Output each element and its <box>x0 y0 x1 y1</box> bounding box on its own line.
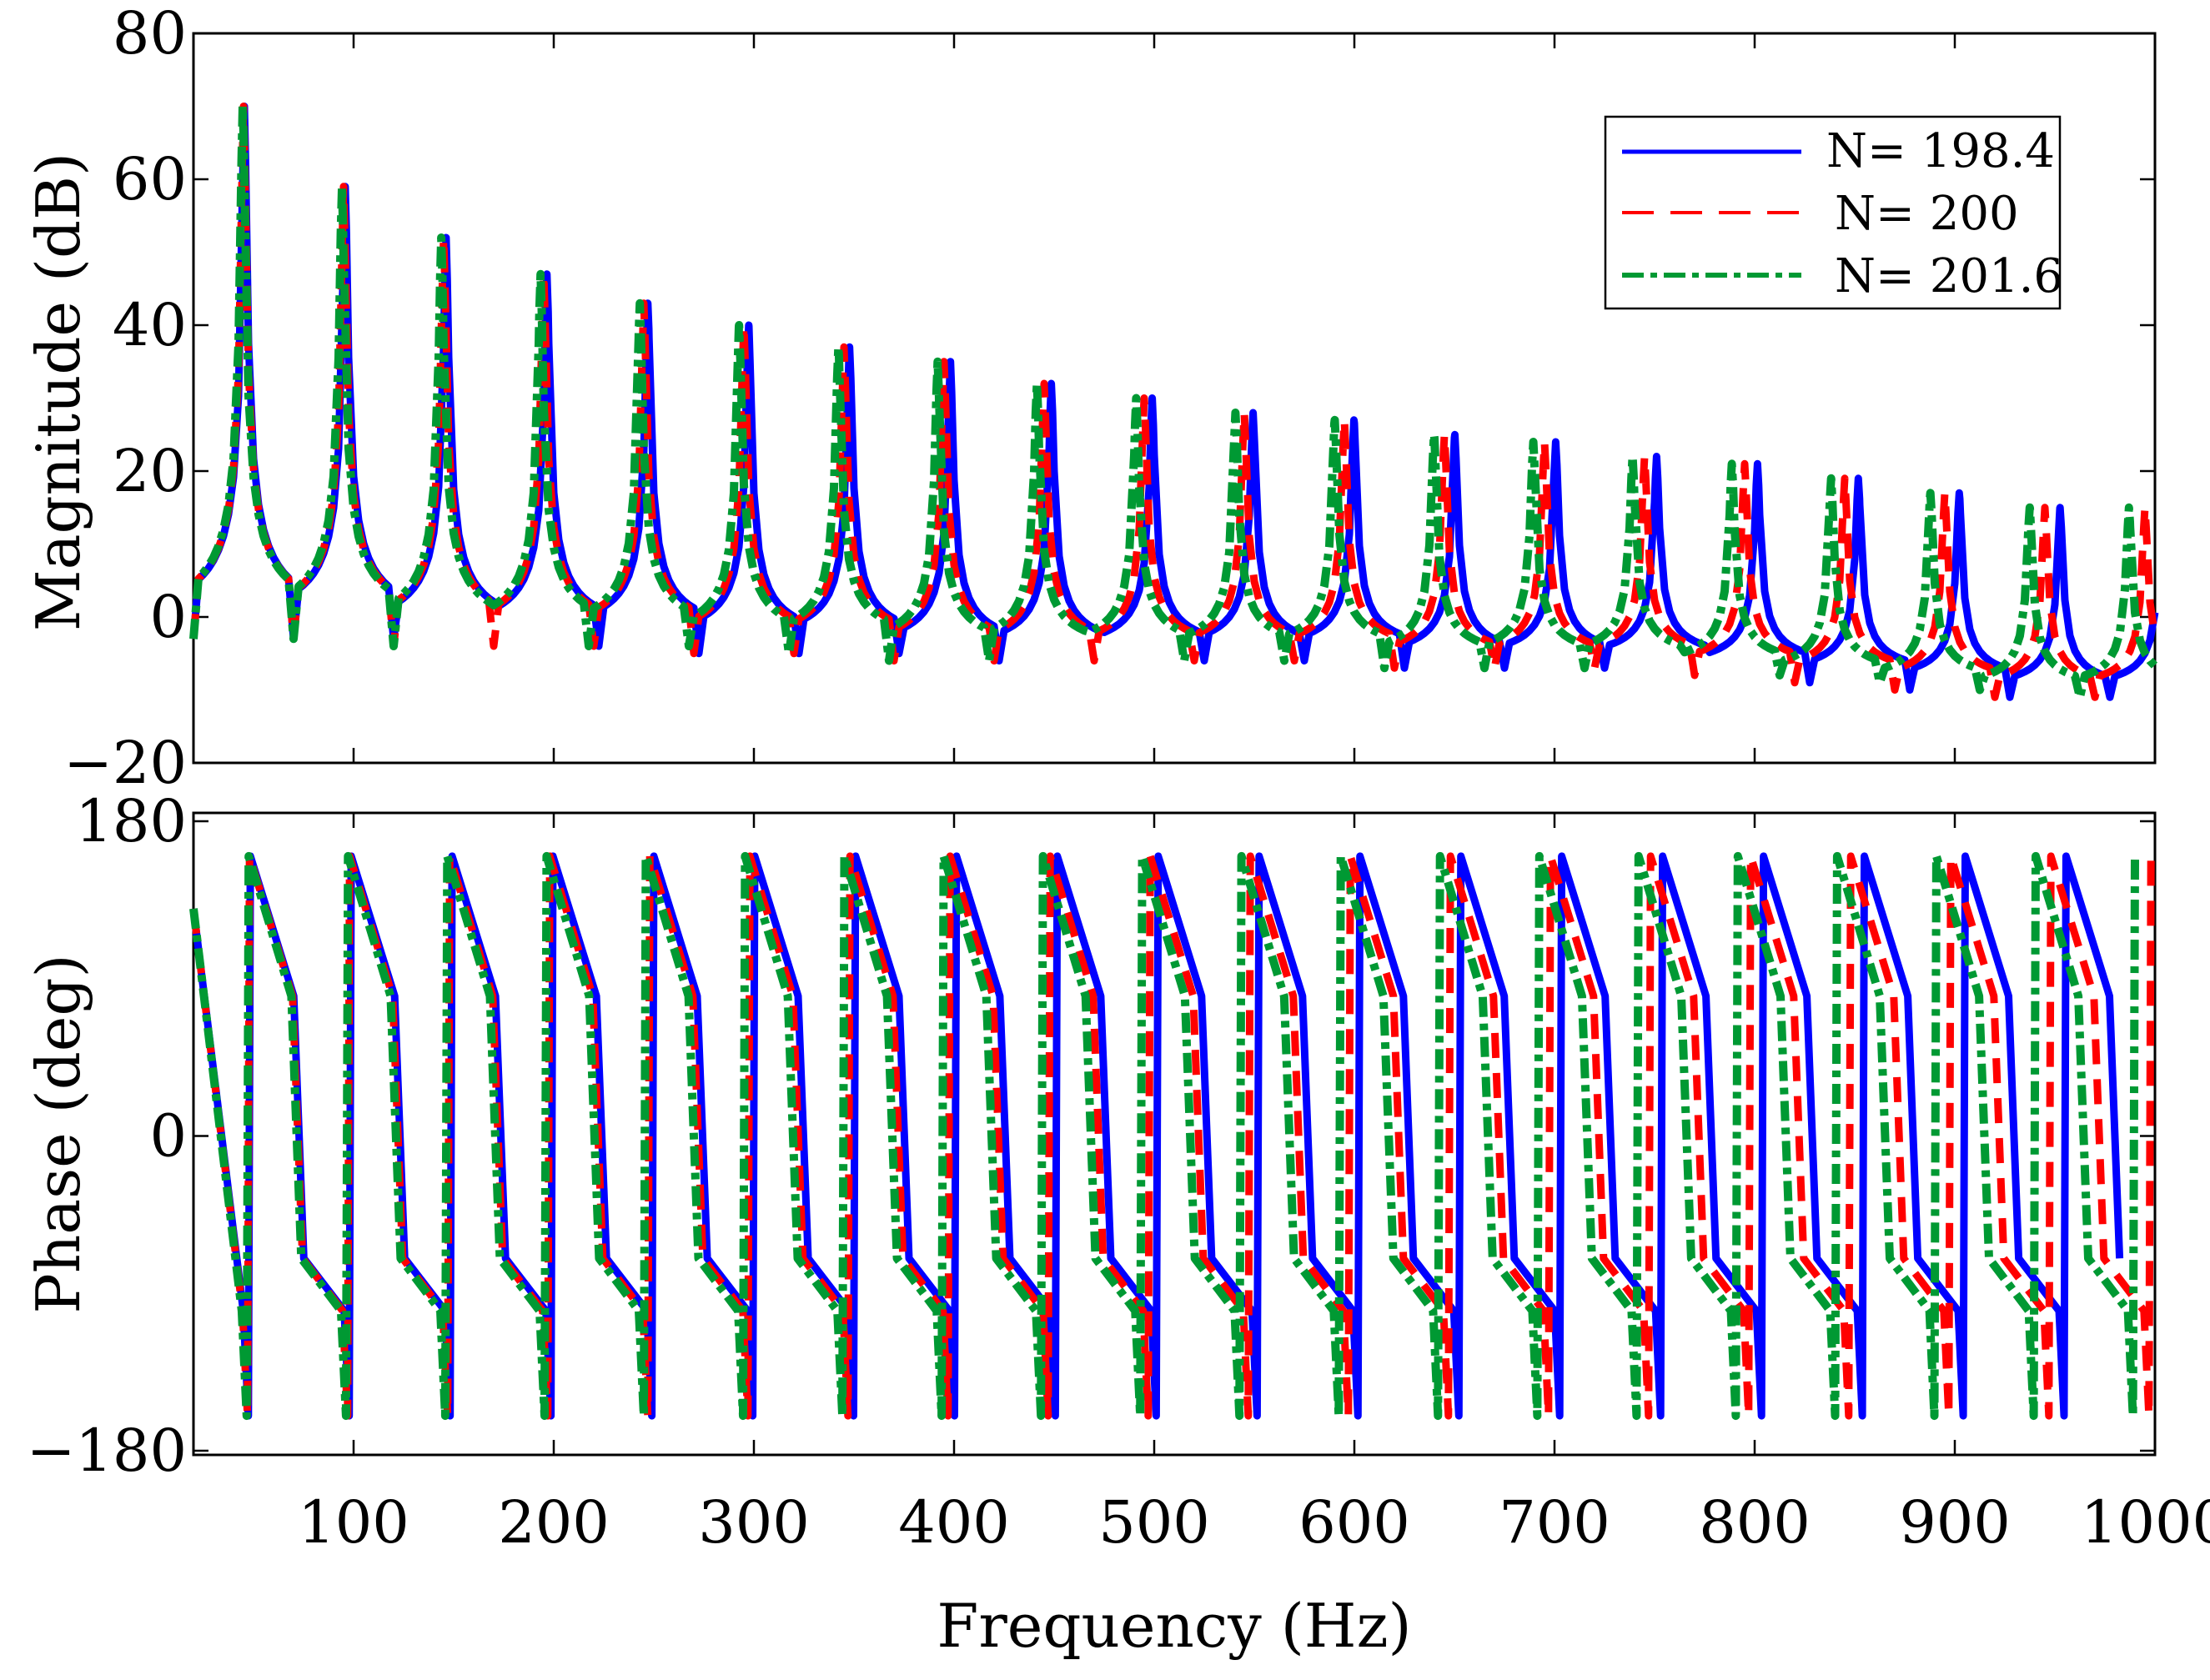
phase-ticks <box>193 813 2157 1455</box>
x-tick-label: 500 <box>1098 1488 1210 1557</box>
x-tick-label: 600 <box>1298 1488 1410 1557</box>
phase-ytick-label: 0 <box>149 1102 187 1171</box>
x-tick-label: 400 <box>898 1488 1010 1557</box>
magnitude-ylabel: Magnitude (dB) <box>23 153 93 631</box>
phase-series-2 <box>189 851 2139 1421</box>
magnitude-ytick-labels: −20 0 20 40 60 80 <box>63 0 187 797</box>
legend-label-n2016: N= 201.6 <box>1835 249 2063 303</box>
legend-label-n198: N= 198.4 <box>1826 124 2055 178</box>
mag-ytick-label: 60 <box>113 145 187 213</box>
mag-ytick-label: 20 <box>113 437 187 505</box>
x-tick-label: 800 <box>1699 1488 1811 1557</box>
mag-ytick-label: −20 <box>63 729 187 797</box>
mag-ytick-label: 80 <box>113 0 187 68</box>
phase-ytick-label: −180 <box>27 1417 187 1485</box>
x-tick-labels: 100 200 300 400 500 600 700 800 900 1000 <box>298 1488 2210 1557</box>
legend-label-n200: N= 200 <box>1835 187 2019 241</box>
phase-series <box>189 851 2155 1421</box>
magnitude-plot-frame <box>192 32 2157 765</box>
x-tick-label: 300 <box>698 1488 810 1557</box>
phase-panel: −180 0 180 Phase (deg) <box>23 787 2157 1485</box>
magnitude-panel: −20 0 20 40 60 80 Magnitude (dB) N= 198.4 N= … <box>23 0 2159 797</box>
mag-ytick-label: 40 <box>113 291 187 359</box>
x-tick-label: 200 <box>498 1488 610 1557</box>
phase-ylabel: Phase (deg) <box>23 954 93 1313</box>
phase-ytick-labels: −180 0 180 <box>27 787 187 1485</box>
x-axis-label: Frequency (Hz) <box>937 1591 1411 1661</box>
magnitude-series-2 <box>189 102 2158 702</box>
mag-ytick-label: 0 <box>149 583 187 651</box>
magnitude-series <box>189 102 2159 702</box>
x-tick-label: 900 <box>1899 1488 2011 1557</box>
x-tick-label: 100 <box>298 1488 409 1557</box>
phase-ytick-label: 180 <box>75 787 187 855</box>
phase-plot-frame <box>192 811 2157 1457</box>
x-tick-label: 700 <box>1499 1488 1610 1557</box>
legend: N= 198.4 N= 200 N= 201.6 <box>1604 115 2063 310</box>
x-tick-label: 1000 <box>2081 1488 2210 1557</box>
